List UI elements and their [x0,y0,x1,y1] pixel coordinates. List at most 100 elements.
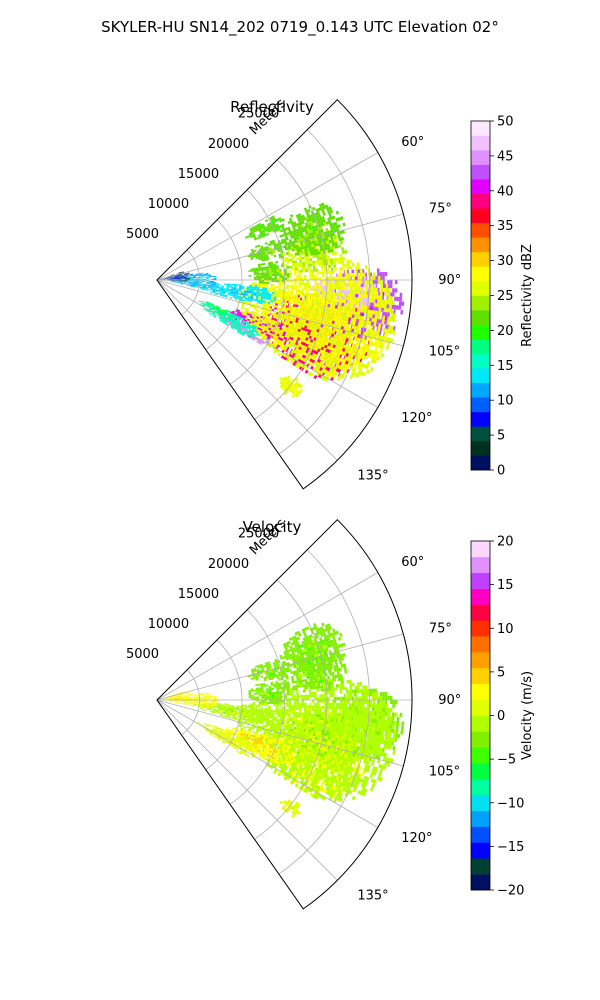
radar-cell [256,274,259,277]
radar-cell [347,280,350,284]
radar-cell [344,273,348,277]
radar-cell [341,292,345,297]
radar-cell [374,280,378,284]
radar-cell [275,286,279,289]
radar-cell [205,285,209,287]
radar-cell [266,291,270,294]
radar-cell [398,305,402,310]
radar-cell [299,262,303,265]
radar-cell [290,255,294,259]
radar-cell [290,287,294,290]
radar-cell [268,269,272,273]
radar-cell [258,341,262,345]
radar-cell [289,301,293,304]
radar-cell [273,288,276,291]
radar-cell [256,288,260,291]
radar-cell [332,261,336,265]
radar-cell [380,291,383,296]
radar-cell [388,308,392,313]
radar-cell [302,342,306,346]
radar-cell [349,266,353,270]
radar-cell [278,269,282,272]
radar-cell [305,253,309,257]
radar-cell [360,308,364,313]
radar-cell [359,294,363,298]
radar-cell [201,280,204,282]
radar-cell [290,253,294,257]
radar-cell [213,277,217,280]
radar-cell [319,259,323,263]
radar-cell [349,283,353,287]
radar-cell [341,263,345,268]
colorbar-segment [471,411,490,427]
radar-cell [307,298,311,302]
radar-cell [330,301,334,305]
radar-cell [346,259,350,264]
radar-cell [352,290,355,294]
radar-cell [335,210,340,215]
radar-cell [349,286,353,291]
radar-cell [256,340,260,344]
radar-cell [265,285,269,288]
radar-cell [289,214,294,218]
radar-cell [365,283,368,288]
radar-cell [389,300,393,305]
radar-cell [298,289,302,293]
radar-cell [307,261,311,265]
radar-cell [367,272,371,277]
radar-cell [193,280,197,282]
radar-cell [253,271,257,274]
radar-cell [370,280,373,284]
radar-cell [206,282,209,284]
radar-cell [335,257,339,262]
radar-cell [337,273,340,277]
radar-cell [273,286,276,289]
radar-cell [356,262,360,267]
radar-cell [198,281,202,283]
radar-cell [354,290,358,294]
colorbar-segment [471,164,490,180]
colorbar-segment [471,310,490,325]
radar-cell [378,307,382,312]
radar-cell [301,354,306,359]
radar-cell [261,294,264,297]
radar-cell [270,287,274,291]
radar-cell [345,306,349,311]
radar-cell [321,256,325,260]
radar-cell [328,298,332,302]
radar-cell [319,285,322,289]
radar-cell [352,280,356,284]
radar-cell [234,284,237,286]
radar-cell [264,219,269,223]
radar-cell [352,286,355,291]
radar-cell [333,264,336,268]
radar-cell [318,308,322,312]
radar-cell [318,366,323,371]
radar-cell [369,366,374,372]
radar-cell [278,282,282,285]
radar-cell [344,286,348,290]
radar-cell [273,269,277,272]
radar-cell [260,285,264,288]
radar-cell [288,258,292,262]
radar-cell [309,247,313,251]
radar-cell [274,273,277,276]
radar-cell [332,301,336,306]
radar-cell [331,286,335,290]
radar-cell [357,280,361,284]
radar-cell [321,271,325,275]
radar-cell [236,312,240,315]
radar-cell [338,299,342,303]
radar-cell [246,286,250,289]
radar-cell [293,282,297,285]
radar-cell [387,296,391,301]
radar-cell [341,266,345,271]
radar-cell [287,298,290,302]
radar-cell [372,287,376,292]
radar-cell [298,284,302,288]
radar-cell [316,291,319,295]
radar-cell [380,353,385,358]
radar-cell [261,274,265,277]
radar-cell [389,296,393,301]
